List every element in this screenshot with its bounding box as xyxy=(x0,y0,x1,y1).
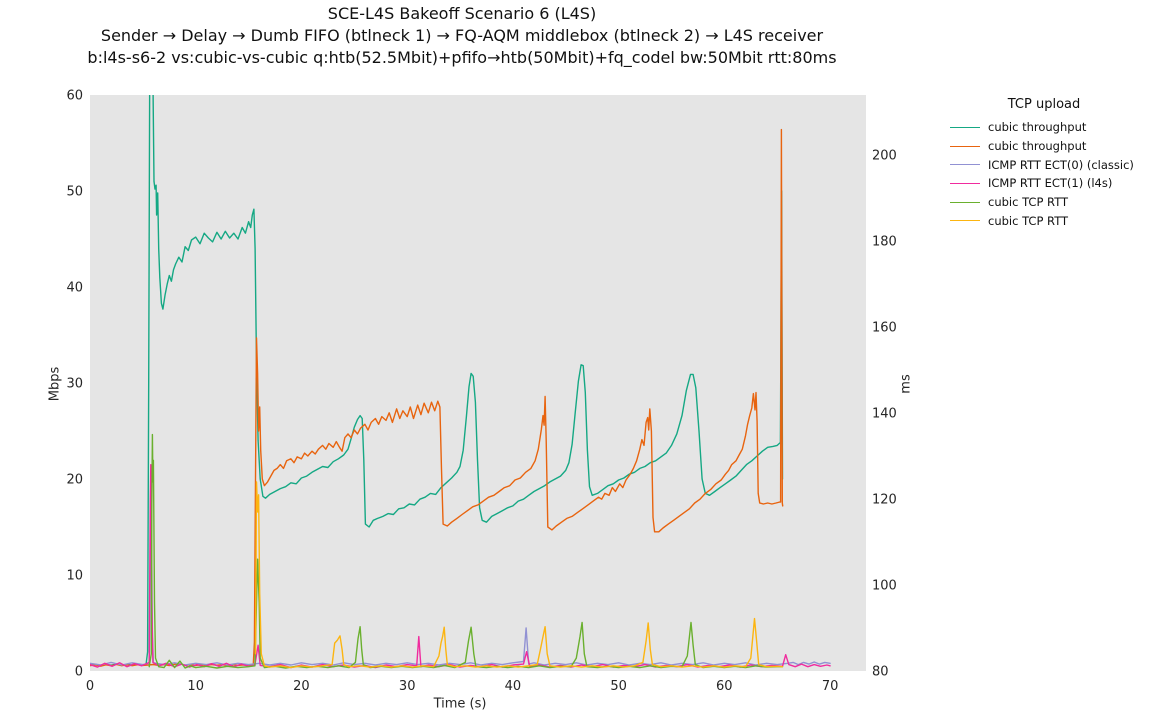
legend-item-4: cubic TCP RTT xyxy=(950,193,1150,212)
svg-text:60: 60 xyxy=(716,679,733,694)
legend-item-1: cubic throughput xyxy=(950,137,1150,156)
svg-text:70: 70 xyxy=(822,679,839,694)
svg-text:40: 40 xyxy=(505,679,522,694)
legend-line-swatch xyxy=(950,145,980,147)
svg-text:80: 80 xyxy=(872,665,889,680)
svg-text:50: 50 xyxy=(66,185,83,200)
svg-text:140: 140 xyxy=(872,407,897,422)
right-tick-labels: 80 100 120 140 160 180 200 xyxy=(872,149,897,680)
svg-text:40: 40 xyxy=(66,281,83,296)
legend-line-swatch xyxy=(950,201,980,203)
svg-text:10: 10 xyxy=(66,569,83,584)
svg-text:180: 180 xyxy=(872,235,897,250)
svg-text:200: 200 xyxy=(872,149,897,164)
series-line-1 xyxy=(90,128,784,667)
legend-item-3: ICMP RTT ECT(1) (l4s) xyxy=(950,174,1150,193)
x-axis-label: Time (s) xyxy=(433,696,487,712)
legend-item-0: cubic throughput xyxy=(950,118,1150,137)
legend-line-swatch xyxy=(950,182,980,184)
legend-item-label: cubic throughput xyxy=(988,120,1087,135)
svg-text:10: 10 xyxy=(187,679,204,694)
svg-text:20: 20 xyxy=(66,473,83,488)
legend-line-swatch xyxy=(950,126,980,128)
title-line-2: Sender → Delay → Dumb FIFO (btlneck 1) →… xyxy=(100,26,824,45)
y-axis-label-right: ms xyxy=(898,374,914,394)
legend-line-swatch xyxy=(950,220,980,222)
legend-line-swatch xyxy=(950,164,980,166)
left-tick-labels: 0 10 20 30 40 50 60 xyxy=(66,89,83,680)
svg-text:100: 100 xyxy=(872,579,897,594)
chart-titles: SCE-L4S Bakeoff Scenario 6 (L4S) Sender … xyxy=(0,3,924,69)
legend-items: cubic throughput cubic throughput ICMP RTT… xyxy=(950,118,1150,230)
svg-text:160: 160 xyxy=(872,321,897,336)
svg-text:60: 60 xyxy=(66,89,83,104)
svg-text:0: 0 xyxy=(86,679,94,694)
title-line-3: b:l4s-s6-2 vs:cubic-vs-cubic q:htb(52.5M… xyxy=(87,48,837,67)
svg-text:20: 20 xyxy=(293,679,310,694)
svg-text:120: 120 xyxy=(872,493,897,508)
legend-item-2: ICMP RTT ECT(0) (classic) xyxy=(950,155,1150,174)
series-line-2 xyxy=(90,502,831,666)
legend-item-label: cubic TCP RTT xyxy=(988,195,1069,210)
svg-text:30: 30 xyxy=(66,377,83,392)
series-line-5 xyxy=(254,481,784,669)
legend-item-label: cubic TCP RTT xyxy=(988,213,1069,228)
svg-text:30: 30 xyxy=(399,679,416,694)
title-line-1: SCE-L4S Bakeoff Scenario 6 (L4S) xyxy=(327,4,597,23)
svg-text:0: 0 xyxy=(75,665,83,680)
series-line-0 xyxy=(90,95,784,667)
legend-item-5: cubic TCP RTT xyxy=(950,211,1150,230)
svg-text:50: 50 xyxy=(610,679,627,694)
plot-area xyxy=(90,95,866,671)
legend-title: TCP upload xyxy=(1007,97,1081,112)
legend-item-label: ICMP RTT ECT(1) (l4s) xyxy=(988,176,1113,191)
legend: TCP upload cubic throughput cubic through… xyxy=(950,97,1150,230)
legend-item-label: ICMP RTT ECT(0) (classic) xyxy=(988,157,1134,172)
y-axis-label-left: Mbps xyxy=(47,366,63,402)
x-tick-labels: 0 10 20 30 40 50 60 70 xyxy=(86,679,839,694)
legend-item-label: cubic throughput xyxy=(988,139,1087,154)
